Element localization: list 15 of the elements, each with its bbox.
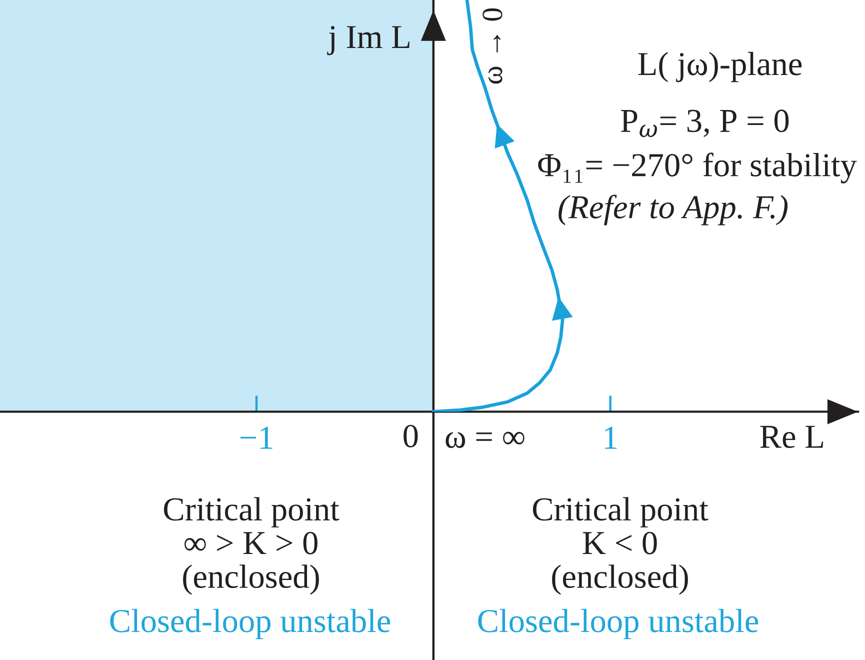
text: Critical point K < 0 (enclosed) xyxy=(532,497,708,595)
annotation: ω → 0 xyxy=(482,8,502,84)
x-axis-title: Re L xyxy=(760,426,823,448)
x-tick-label: 1 xyxy=(604,426,617,449)
annotation: Φ₁₁= −270° for stability xyxy=(538,152,857,184)
text: Closed-loop unstable xyxy=(478,608,758,640)
x-tick-label: −1 xyxy=(240,426,272,449)
y-axis-title: j Im L xyxy=(327,26,410,56)
annotation: (Refer to App. F.) xyxy=(558,194,788,226)
text: Critical point ∞ > K > 0 (enclosed) xyxy=(164,497,340,595)
annotation: ω = ∞ xyxy=(446,432,524,448)
annotation: L( jω)-plane xyxy=(638,52,802,82)
text: 0 xyxy=(404,424,418,448)
text: Closed-loop unstable xyxy=(110,608,390,640)
annotation: P$_{ω}$= 3, P = 0 xyxy=(620,110,789,138)
